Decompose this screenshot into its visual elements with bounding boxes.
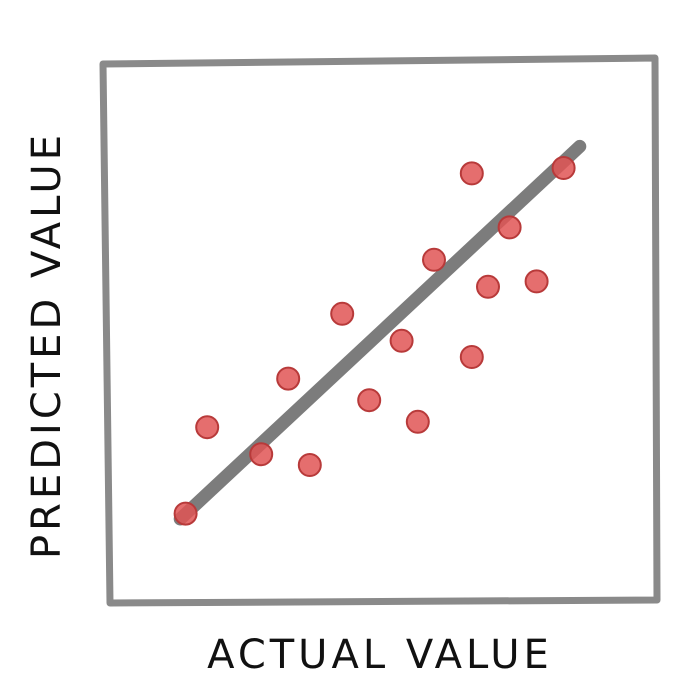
data-point-2 [195,415,220,440]
x-axis-label: ACTUAL VALUE [207,632,553,678]
data-point-8 [389,328,414,353]
data-point-12 [459,161,484,186]
data-point-14 [497,215,522,240]
data-point-6 [330,301,355,326]
data-point-10 [422,247,446,272]
data-points-layer [173,156,576,526]
trend-line-layer [173,139,587,526]
data-point-9 [405,409,430,434]
y-axis-label: PREDICTED VALUE [24,131,70,559]
data-point-16 [551,156,576,180]
data-point-15 [524,269,549,294]
data-point-3 [249,442,274,467]
data-point-5 [297,453,322,477]
plot-frame [99,54,661,607]
data-point-4 [276,366,301,391]
data-point-1 [173,501,198,526]
data-point-13 [476,274,500,299]
trend-line [173,139,587,526]
data-point-11 [459,345,484,369]
data-point-7 [357,388,382,413]
